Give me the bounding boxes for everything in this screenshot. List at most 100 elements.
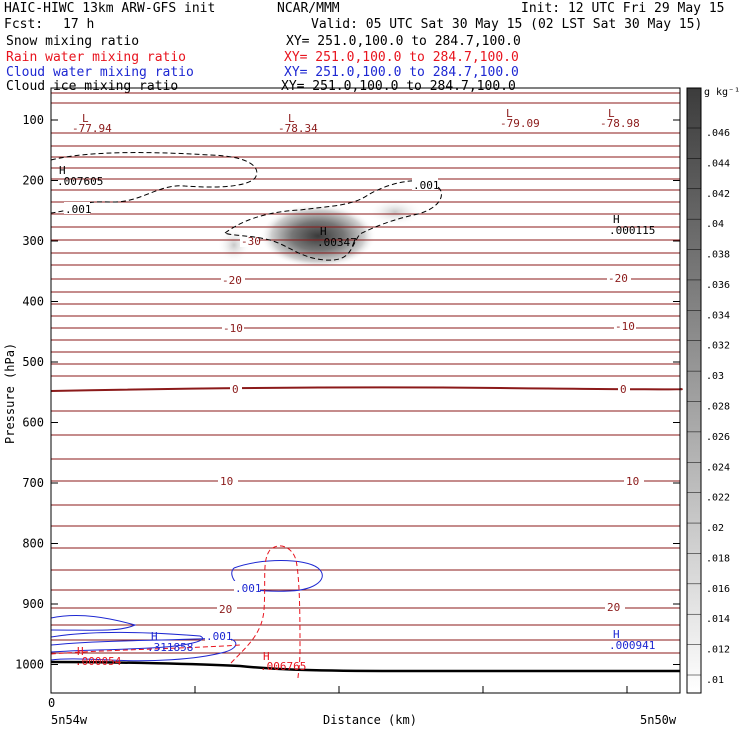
org-label: NCAR/MMM	[277, 1, 340, 16]
cloud-ice-contours	[50, 152, 442, 261]
high-value: .007605	[57, 175, 103, 188]
colorbar-tick-label: .02	[706, 523, 724, 534]
colorbar-unit: g kg⁻¹	[704, 87, 740, 98]
high-marker: H	[59, 164, 66, 177]
high-marker: H	[320, 225, 327, 238]
colorbar-tick-label: .022	[706, 493, 730, 504]
forecast-hours: 17 h	[63, 17, 95, 32]
y-tick-label: 800	[22, 537, 44, 551]
y-tick-label: 600	[22, 416, 44, 430]
low-marker: L	[82, 112, 89, 125]
isotherm-label: -10	[615, 320, 635, 333]
contour-label: .001	[206, 630, 233, 643]
colorbar: .01 .012 .014 .016 .018 .02 .022 .024 .026 .028 .0…	[686, 87, 740, 694]
colorbar-tick-label: .03	[706, 371, 724, 382]
isotherm-label: 0	[232, 383, 239, 396]
high-marker: H	[77, 645, 84, 658]
isotherms	[50, 92, 683, 654]
low-value: -78.34	[278, 122, 318, 135]
isotherm-label: 10	[220, 475, 233, 488]
valid-time: Valid: 05 UTC Sat 30 May 15 (02 LST Sat …	[311, 17, 703, 32]
y-tick-label: 100	[22, 113, 44, 127]
high-value: .006765	[260, 660, 306, 673]
colorbar-tick-label: .036	[706, 280, 730, 291]
low-value: -77.94	[72, 122, 112, 135]
colorbar-tick-label: .024	[706, 462, 730, 473]
contour-label: .001	[65, 203, 92, 216]
x-axis-ticks	[194, 686, 628, 693]
y-tick-label: 1000	[15, 658, 44, 672]
x-axis-right-label: 5n50w	[640, 713, 677, 727]
low-marker: L	[608, 107, 615, 120]
y-tick-label: 900	[22, 597, 44, 611]
field-name-snow: Snow mixing ratio	[6, 34, 140, 49]
cloud-water-contours	[50, 560, 323, 662]
high-value: .000054	[75, 655, 122, 668]
plot-frame	[50, 87, 681, 694]
extrema-labels: L -77.94 L -78.34 L -79.09 L -78.98 H .0…	[57, 107, 655, 673]
colorbar-tick-label: .032	[706, 341, 730, 352]
contour-labels: .001 .001 .001 .001	[64, 178, 440, 643]
init-time: Init: 12 UTC Fri 29 May 15	[521, 1, 725, 16]
isotherm-label: -30	[241, 235, 261, 248]
isotherm-label: -10	[223, 322, 243, 335]
rain-water-contours	[50, 545, 301, 679]
y-tick-label: 300	[22, 234, 44, 248]
isotherm-label: 0	[620, 383, 627, 396]
y-tick-label: 700	[22, 476, 44, 490]
colorbar-tick-label: .044	[706, 158, 730, 169]
colorbar-tick-label: .034	[706, 310, 730, 321]
field-xy-cloud-ice: XY= 251.0,100.0 to 284.7,100.0	[281, 79, 516, 94]
colorbar-tick-label: .026	[706, 432, 730, 443]
model-title: HAIC-HIWC 13km ARW-GFS init	[4, 1, 216, 16]
isotherm-label: 20	[219, 603, 232, 616]
terrain-line	[50, 660, 680, 673]
high-marker: H	[263, 650, 270, 663]
colorbar-tick-label: .012	[706, 645, 730, 656]
x-axis-zero: 0	[48, 696, 55, 710]
contour-label: .001	[413, 179, 440, 192]
x-axis-title: Distance (km)	[323, 713, 417, 727]
field-xy-rain: XY= 251.0,100.0 to 284.7,100.0	[284, 50, 519, 65]
colorbar-tick-label: .014	[706, 614, 730, 625]
y-tick-label: 400	[22, 295, 44, 309]
high-value: .000115	[609, 224, 655, 237]
field-name-cloud-ice: Cloud ice mixing ratio	[6, 79, 179, 94]
y-tick-label: 500	[22, 355, 44, 369]
low-marker: L	[288, 112, 295, 125]
isotherm-label-backs	[217, 234, 644, 615]
snow-shading	[218, 198, 423, 268]
low-value: -78.98	[600, 117, 640, 130]
field-xy-cloud-water: XY= 251.0,100.0 to 284.7,100.0	[284, 65, 519, 80]
high-value: .000941	[609, 639, 655, 652]
colorbar-tick-label: .028	[706, 402, 730, 413]
isotherm-label: 10	[626, 475, 639, 488]
colorbar-tick-label: .016	[706, 584, 730, 595]
colorbar-tick-label: .04	[706, 219, 724, 230]
isotherm-label: 20	[607, 601, 620, 614]
field-name-rain: Rain water mixing ratio	[6, 50, 187, 65]
colorbar-tick-label: .038	[706, 250, 730, 261]
field-xy-snow: XY= 251.0,100.0 to 284.7,100.0	[286, 34, 521, 49]
high-value: .00347	[317, 236, 357, 249]
contour-label: .001	[235, 582, 262, 595]
high-marker: H	[151, 630, 158, 643]
colorbar-tick-label: .018	[706, 553, 730, 564]
field-name-cloud-water: Cloud water mixing ratio	[6, 65, 194, 80]
colorbar-tick-label: .042	[706, 189, 730, 200]
high-marker: H	[613, 628, 620, 641]
colorbar-tick-label: .01	[706, 675, 724, 686]
isotherm-labels: -30 -20 -10 0 10 20 -20 -10 0 10 20	[219, 235, 639, 616]
y-tick-label: 200	[22, 174, 44, 188]
low-value: -79.09	[500, 117, 540, 130]
isotherm-label: -20	[608, 272, 628, 285]
low-marker: L	[506, 107, 513, 120]
forecast-label: Fcst:	[4, 17, 44, 32]
high-marker: H	[613, 213, 620, 226]
y-axis-title: Pressure (hPa)	[3, 343, 17, 444]
high-value: .311858	[147, 641, 193, 654]
colorbar-ticks: .01 .012 .014 .016 .018 .02 .022 .024 .026 .028 .0…	[687, 127, 730, 686]
isotherm-label: -20	[222, 274, 242, 287]
